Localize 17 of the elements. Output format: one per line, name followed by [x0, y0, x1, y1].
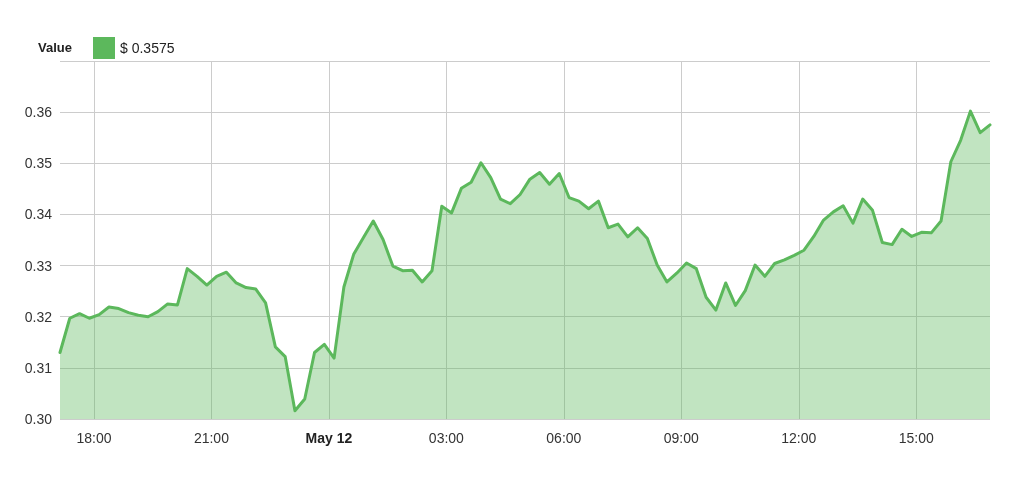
x-tick-label: 12:00: [781, 430, 817, 446]
x-tick-label: 09:00: [663, 430, 700, 446]
y-tick-label: 0.33: [24, 257, 53, 274]
y-tick-label: 0.35: [24, 155, 53, 172]
x-tick-label: 18:00: [76, 430, 112, 446]
y-tick-label: 0.30: [24, 411, 53, 427]
x-tick-label: 03:00: [428, 430, 465, 446]
y-tick-label: 0.31: [24, 359, 53, 376]
legend-title: Value: [38, 40, 72, 55]
x-tick-label: 15:00: [898, 430, 934, 446]
y-tick-label: 0.36: [24, 104, 53, 121]
x-tick-label: May 12: [305, 430, 353, 446]
x-tick-label: 06:00: [546, 430, 582, 446]
legend-label: $ 0.3575: [120, 40, 175, 56]
y-tick-label: 0.32: [24, 308, 53, 325]
x-tick-label: 21:00: [193, 430, 230, 446]
y-tick-label: 0.34: [24, 206, 53, 223]
